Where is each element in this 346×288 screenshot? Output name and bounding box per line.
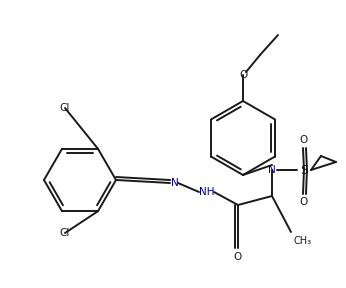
Text: S: S — [300, 164, 308, 177]
Text: Cl: Cl — [60, 103, 70, 113]
Text: O: O — [234, 252, 242, 262]
Text: N: N — [268, 165, 276, 175]
Text: O: O — [299, 197, 307, 207]
Text: O: O — [239, 70, 247, 80]
Text: N: N — [171, 178, 179, 188]
Text: Cl: Cl — [60, 228, 70, 238]
Text: O: O — [299, 135, 307, 145]
Text: CH₃: CH₃ — [293, 236, 311, 246]
Text: NH: NH — [199, 187, 215, 197]
